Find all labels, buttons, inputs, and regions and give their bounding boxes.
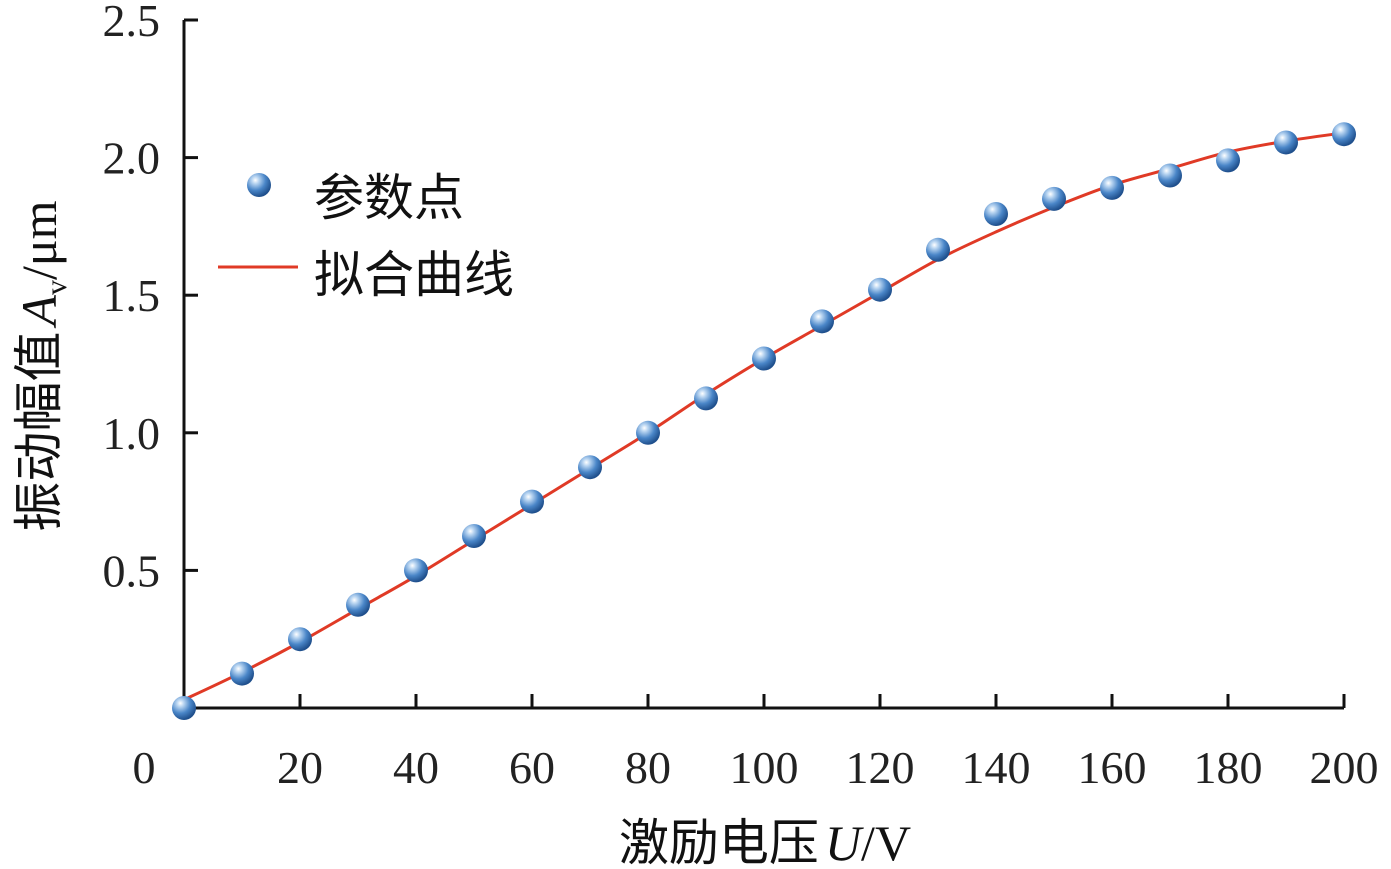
data-point [636, 420, 660, 445]
data-point [752, 346, 776, 371]
x-tick-label: 200 [1310, 742, 1379, 793]
x-tick-label: 160 [1078, 742, 1147, 793]
data-point [1274, 130, 1298, 155]
x-tick-label: 20 [277, 742, 323, 793]
y-tick-label: 0.5 [103, 545, 161, 596]
data-point [868, 277, 892, 302]
data-point [462, 524, 486, 548]
data-point [984, 202, 1008, 227]
x-tick-label: 140 [962, 742, 1031, 793]
x-tick-label: 80 [625, 742, 671, 793]
data-point [1216, 148, 1240, 173]
x-axis-title-unit: /V [861, 815, 911, 869]
x-tick-label: 60 [509, 742, 555, 793]
x-axis-ticks: 0 20 40 60 80 100 120 140 160 180 200 [133, 694, 1379, 793]
y-tick-label: 2.5 [103, 0, 161, 46]
x-tick-label: 0 [133, 742, 156, 793]
x-axis-title-symbol: U [825, 815, 864, 869]
data-point [1332, 122, 1356, 147]
x-axis-title: 激励电压 U/V [619, 814, 911, 869]
y-tick-label: 2.0 [103, 133, 161, 184]
x-axis-title-prefix: 激励电压 [619, 814, 819, 869]
data-point [1100, 175, 1124, 200]
data-point [230, 661, 254, 686]
data-point [578, 455, 602, 480]
data-point [346, 592, 370, 617]
legend-label-line: 拟合曲线 [314, 246, 514, 304]
data-point [926, 237, 950, 262]
y-axis-title-subscript: v [40, 280, 73, 295]
x-tick-label: 100 [730, 742, 799, 793]
data-point [520, 489, 544, 514]
y-axis-title-symbol: A [11, 295, 67, 329]
y-axis-title-unit: /μm [11, 200, 67, 280]
data-point [1158, 163, 1182, 188]
data-point [172, 696, 196, 720]
y-axis-ticks: 0.5 1.0 1.5 2.0 2.5 [103, 0, 198, 596]
x-tick-label: 180 [1194, 742, 1263, 793]
data-point [810, 309, 834, 334]
data-points-group [172, 122, 1356, 720]
data-point [288, 627, 312, 652]
y-axis-title-prefix: 振动幅值 [10, 332, 68, 532]
y-axis-title: 振动幅值Av/μm [10, 200, 73, 531]
y-tick-label: 1.5 [103, 270, 161, 321]
legend-label-points: 参数点 [314, 169, 464, 227]
data-point [694, 386, 718, 411]
y-tick-label: 1.0 [103, 408, 161, 459]
legend: 参数点 拟合曲线 [218, 169, 514, 304]
legend-marker-points [247, 173, 271, 197]
x-tick-label: 40 [393, 742, 439, 793]
data-point [1042, 186, 1066, 211]
data-point [404, 558, 428, 583]
x-tick-label: 120 [846, 742, 915, 793]
